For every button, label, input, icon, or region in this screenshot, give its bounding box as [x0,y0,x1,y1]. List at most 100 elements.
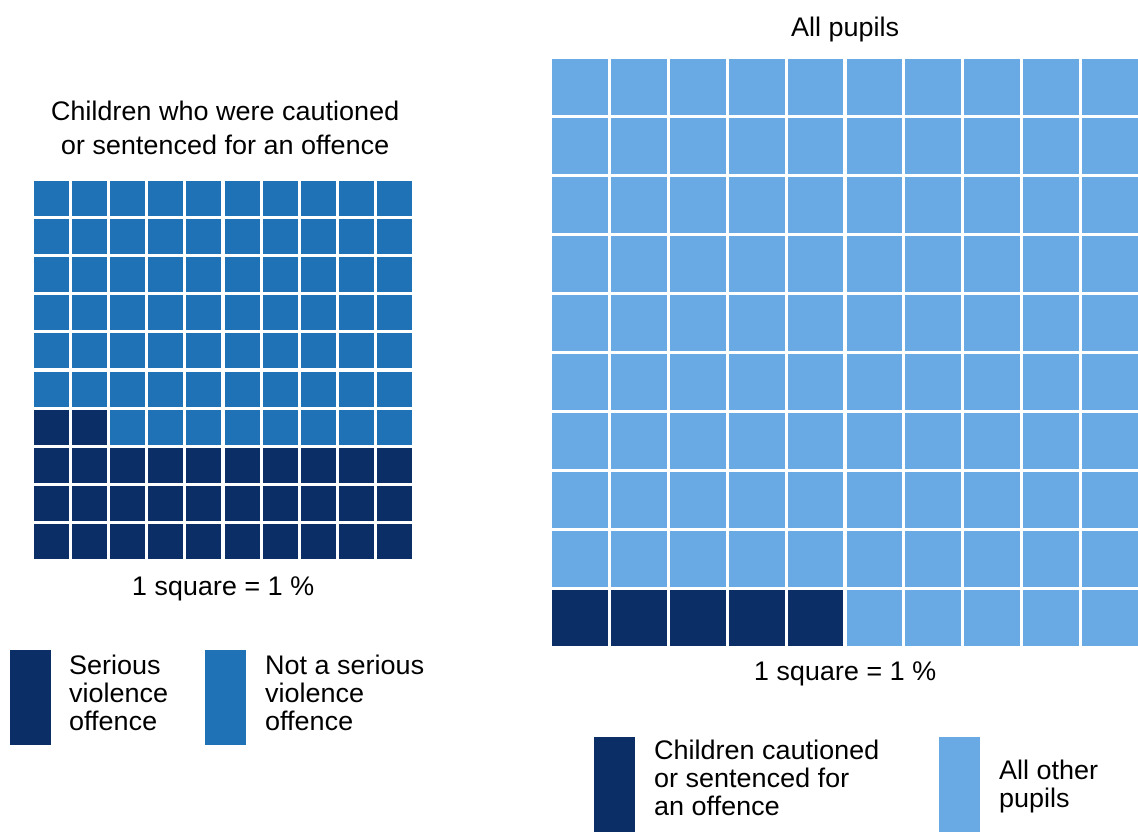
waffle-square [110,181,146,217]
waffle-square [964,354,1021,410]
waffle-square [1023,236,1080,292]
waffle-square [148,485,184,521]
waffle-square [669,531,726,587]
legend-serious-line-1: Serious [69,650,161,680]
waffle-square [148,219,184,255]
waffle-square [787,295,844,351]
waffle-square [338,295,374,331]
waffle-square [669,295,726,351]
waffle-square [110,219,146,255]
waffle-square [262,333,298,369]
waffle-square [72,371,108,407]
waffle-square [964,295,1021,351]
waffle-square [110,333,146,369]
waffle-square [224,371,260,407]
waffle-square [262,295,298,331]
waffle-square [905,472,962,528]
waffle-square [34,295,70,331]
waffle-square [34,523,70,559]
waffle-square [1023,413,1080,469]
waffle-square [186,295,222,331]
waffle-square [186,447,222,483]
waffle-square [787,354,844,410]
waffle-square [610,531,667,587]
waffle-square [262,485,298,521]
waffle-square [905,118,962,174]
waffle-square [262,409,298,445]
left-waffle-grid [34,181,412,559]
waffle-square [1082,118,1138,174]
waffle-square [787,59,844,115]
waffle-square [186,181,222,217]
waffle-square [905,236,962,292]
waffle-square [728,118,785,174]
waffle-square [669,177,726,233]
waffle-square [186,371,222,407]
legend-label-not-serious: Not a serious violence offence [265,651,424,735]
waffle-square [964,531,1021,587]
waffle-square [338,333,374,369]
waffle-square [1023,354,1080,410]
left-chart-title: Children who were cautioned or sentenced… [0,94,450,162]
legend-cautioned-line-3: an offence [654,791,780,821]
legend-serious-line-3: offence [69,706,158,736]
waffle-square [262,523,298,559]
waffle-square [186,257,222,293]
waffle-square [262,219,298,255]
legend-cautioned-line-2: or sentenced for [654,763,850,793]
waffle-square [376,523,412,559]
waffle-square [846,531,903,587]
legend-label-other-pupils: All other pupils [999,756,1098,812]
waffle-square [552,354,608,410]
waffle-square [610,59,667,115]
waffle-square [1082,177,1138,233]
waffle-square [338,447,374,483]
waffle-square [1082,472,1138,528]
waffle-square [846,295,903,351]
waffle-square [846,413,903,469]
waffle-square [552,590,608,646]
waffle-square [224,295,260,331]
waffle-square [905,590,962,646]
waffle-square [787,177,844,233]
waffle-square [846,118,903,174]
waffle-square [1023,177,1080,233]
waffle-square [300,333,336,369]
waffle-square [262,257,298,293]
legend-swatch-cautioned [594,737,635,832]
waffle-square [1023,472,1080,528]
waffle-square [1023,590,1080,646]
waffle-square [376,257,412,293]
waffle-square [338,523,374,559]
waffle-square [846,590,903,646]
waffle-square [728,590,785,646]
waffle-square [964,59,1021,115]
waffle-square [262,371,298,407]
waffle-square [300,295,336,331]
waffle-square [1082,236,1138,292]
legend-serious-line-2: violence [69,678,169,708]
waffle-square [552,413,608,469]
waffle-square [787,118,844,174]
waffle-square [787,472,844,528]
legend-not-serious-line-3: offence [265,706,354,736]
waffle-square [186,485,222,521]
waffle-square [964,590,1021,646]
waffle-square [787,413,844,469]
waffle-square [846,59,903,115]
waffle-square [338,485,374,521]
waffle-square [300,257,336,293]
waffle-square [224,219,260,255]
waffle-square [72,523,108,559]
waffle-square [552,295,608,351]
waffle-square [610,177,667,233]
waffle-square [1082,354,1138,410]
waffle-square [376,333,412,369]
waffle-square [224,257,260,293]
waffle-square [34,485,70,521]
waffle-square [1082,295,1138,351]
waffle-square [964,236,1021,292]
waffle-square [1023,59,1080,115]
waffle-square [148,409,184,445]
waffle-square [728,295,785,351]
